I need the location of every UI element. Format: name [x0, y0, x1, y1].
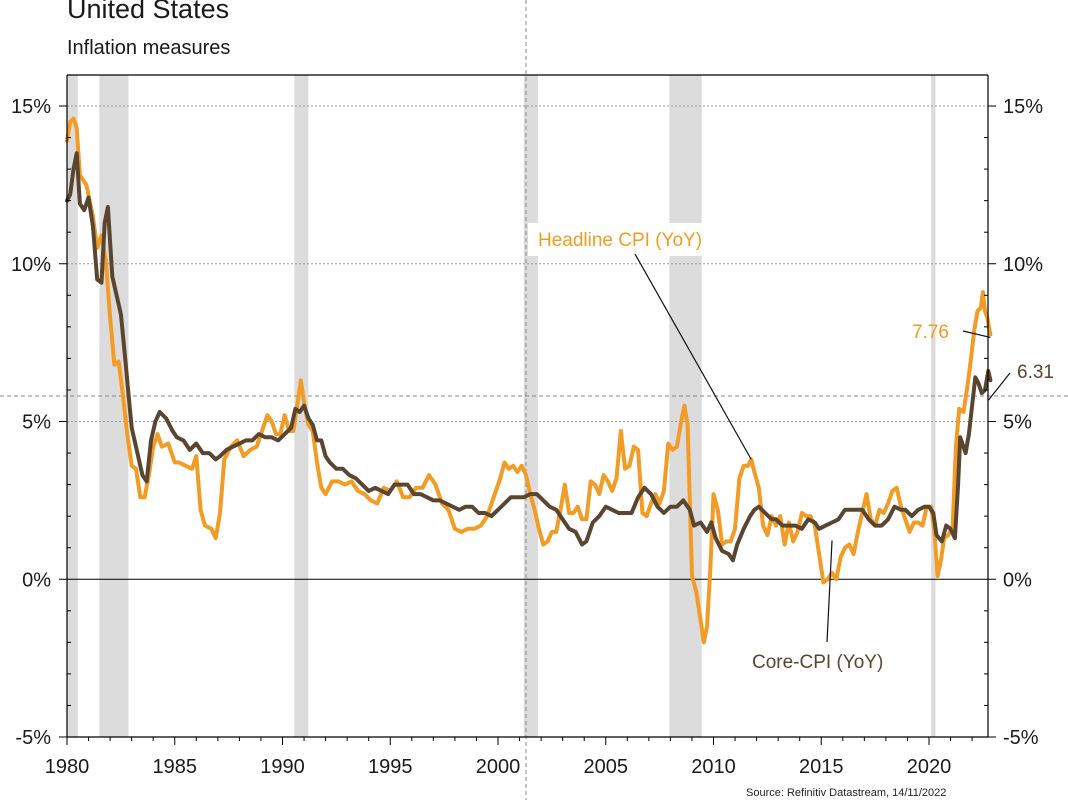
plot-frame: [66, 74, 989, 738]
source-note: Source: Refinitiv Datastream, 14/11/2022: [746, 787, 947, 799]
y-tick-label-right: 5%: [1003, 412, 1032, 434]
y-tick-label-right: 15%: [1003, 96, 1043, 118]
headline-label: Headline CPI (YoY): [538, 230, 702, 251]
headline-last-value-leader: [962, 330, 991, 339]
y-tick-label-right: 0%: [1003, 569, 1032, 591]
x-tick-label: 2015: [799, 756, 844, 778]
headline-cpi-line: [65, 116, 993, 645]
annotations: Headline CPI (YoY) Core-CPI (YoY) 7.76 6…: [528, 223, 1054, 673]
x-tick-label: 1985: [153, 756, 198, 778]
core-leader-line: [826, 540, 833, 643]
x-tick-label: 2010: [691, 756, 736, 778]
y-tick-label-left: 5%: [22, 412, 51, 434]
y-tick-label-left: 0%: [22, 569, 51, 591]
x-tick-label: 2020: [907, 756, 952, 778]
core-last-value-leader: [987, 372, 1011, 401]
core-label: Core-CPI (YoY): [752, 652, 883, 673]
core-last-value: 6.31: [1017, 362, 1054, 383]
x-tick-label: 1980: [45, 756, 90, 778]
core-cpi-line: [65, 151, 993, 563]
recession-bands: [67, 75, 936, 737]
x-tick-label: 1995: [368, 756, 413, 778]
chart-subtitle: Inflation measures: [67, 37, 231, 59]
headline-label-bg: [528, 223, 728, 256]
x-tick-label: 2005: [584, 756, 629, 778]
recession-band: [67, 75, 78, 737]
chart-title: United States: [67, 0, 230, 24]
recession-band: [931, 75, 936, 737]
x-tick-label: 2000: [476, 756, 521, 778]
x-tick-label: 1990: [260, 756, 305, 778]
y-tick-label-left: -5%: [15, 727, 51, 749]
axes: 15% 15% 10% 10% 5% 5% 0% 0% -5% -5% 1980 1985 1990 19…: [11, 96, 1043, 778]
headline-last-value: 7.76: [912, 322, 949, 343]
y-tick-label-left: 15%: [11, 96, 51, 118]
y-tick-label-left: 10%: [11, 254, 51, 276]
headline-leader-line: [634, 253, 752, 460]
series-lines: [65, 116, 993, 645]
y-tick-label-right: -5%: [1003, 727, 1039, 749]
y-tick-label-right: 10%: [1003, 254, 1043, 276]
recession-band: [294, 75, 309, 737]
